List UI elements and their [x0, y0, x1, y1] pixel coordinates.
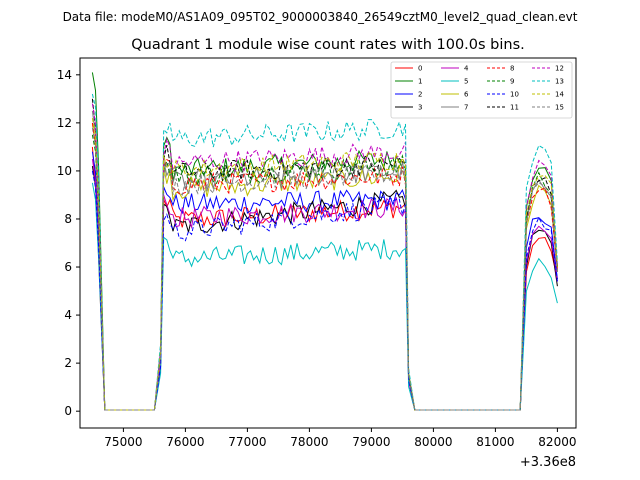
y-tick-label: 14 — [57, 68, 72, 82]
legend-label: 13 — [555, 78, 564, 86]
legend-label: 8 — [510, 65, 514, 73]
series-line-12 — [91, 103, 558, 411]
x-tick-label: 80000 — [414, 435, 452, 449]
legend-label: 1 — [418, 78, 422, 86]
legend-label: 15 — [555, 104, 564, 112]
chart-title: Quadrant 1 module wise count rates with … — [131, 37, 525, 53]
x-tick-label: 79000 — [352, 435, 390, 449]
legend-label: 10 — [510, 91, 519, 99]
legend-label: 14 — [555, 91, 564, 99]
series-line-14 — [91, 118, 558, 411]
series-line-15 — [91, 127, 558, 411]
series-line-4 — [91, 158, 558, 411]
legend-label: 0 — [418, 65, 422, 73]
series-line-2 — [91, 151, 558, 411]
legend-label: 5 — [464, 78, 468, 86]
legend-label: 7 — [464, 104, 468, 112]
series-line-3 — [91, 166, 558, 411]
y-tick-label: 10 — [57, 164, 72, 178]
series-line-5 — [91, 182, 558, 411]
x-tick-label: 75000 — [104, 435, 142, 449]
data-file-label: Data file: modeM0/AS1A09_095T02_90000038… — [63, 10, 578, 24]
legend-box — [390, 61, 573, 119]
x-axis: 75000 76000 77000 78000 79000 80000 81000 82000 — [104, 428, 576, 449]
x-tick-label: 77000 — [228, 435, 266, 449]
axes-frame — [79, 57, 577, 429]
legend-label: 3 — [418, 104, 422, 112]
y-tick-label: 0 — [64, 404, 72, 418]
legend-label: 12 — [555, 65, 564, 73]
legend-label: 6 — [464, 91, 469, 99]
y-tick-label: 2 — [64, 356, 72, 370]
legend-label: 11 — [510, 104, 519, 112]
x-tick-label: 78000 — [290, 435, 328, 449]
legend-label: 9 — [510, 78, 514, 86]
legend-label: 2 — [418, 91, 422, 99]
y-axis: 0 2 4 6 8 10 12 14 — [57, 68, 80, 418]
y-tick-label: 6 — [64, 260, 72, 274]
series-line-13 — [91, 93, 558, 411]
x-tick-label: 81000 — [476, 435, 514, 449]
series-layer — [91, 72, 558, 411]
series-line-10 — [91, 170, 558, 411]
x-offset-label: +3.36e8 — [520, 455, 576, 470]
series-line-8 — [91, 122, 558, 411]
legend-label: 4 — [464, 65, 469, 73]
y-tick-label: 12 — [57, 116, 72, 130]
x-tick-label: 76000 — [166, 435, 204, 449]
y-tick-label: 4 — [64, 308, 72, 322]
y-tick-label: 8 — [64, 212, 72, 226]
x-tick-label: 82000 — [538, 435, 576, 449]
series-line-6 — [91, 122, 558, 411]
